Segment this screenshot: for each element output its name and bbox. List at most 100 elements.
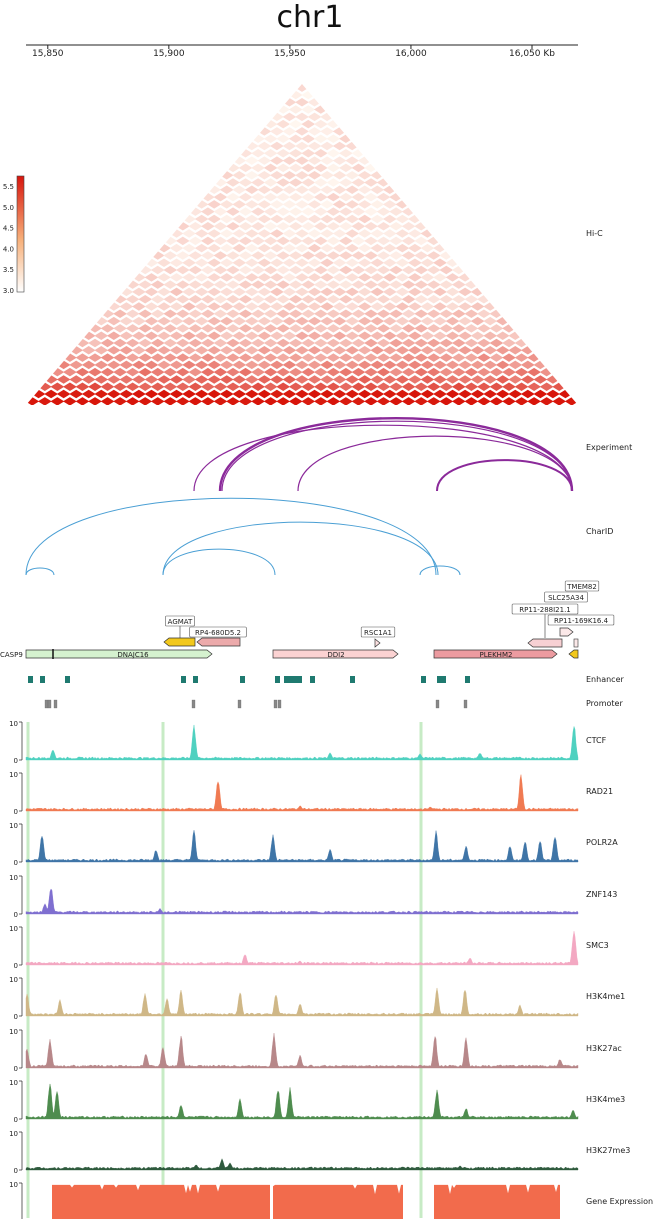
hic-cell [426,353,441,362]
hic-cell [527,382,541,392]
hic-cell [445,331,460,340]
gene-label: DNAJC16 [117,651,149,659]
hic-cell [320,258,334,267]
hic-cell [213,309,228,319]
hic-cell [326,397,341,405]
hic-cell [125,324,140,333]
signal-track-label: SMC3 [586,941,609,950]
hic-cell [232,346,247,355]
gene-label-box [544,591,588,603]
hic-cell [44,375,58,384]
hic-cell [175,367,190,377]
hic-cell [527,367,541,377]
hic-cell [188,367,203,377]
hic-cell [75,397,90,405]
promoter-block [53,699,58,709]
hic-cell [332,170,347,180]
hic-cell [288,367,303,377]
hic-cell [201,236,215,246]
hic-cell [313,294,328,304]
hic-cell [138,338,153,348]
hic-cell [426,280,441,289]
hic-cell [163,397,178,405]
hic-cell [414,338,429,348]
hic-cell [288,294,303,304]
hic-cell [451,309,466,319]
hic-cell [389,294,403,304]
hic-cell [94,346,109,355]
track-ymax-label: 10 [9,1130,18,1138]
charid-arc [25,567,55,576]
gene-ddi2 [272,649,399,659]
hic-cell [244,287,259,297]
enhancer-block [292,676,297,683]
hic-cell [445,346,460,355]
hic-cell [395,258,410,267]
hic-cell [326,353,341,362]
hic-cell [100,382,115,392]
colorbar-tick-label: 3.0 [3,287,14,295]
hic-cell [207,273,222,282]
hic-cell [320,243,334,253]
colorbar [16,175,25,293]
hic-cell [238,382,253,392]
hic-cell [470,302,485,311]
hic-cell [113,397,127,405]
hic-cell [251,324,265,333]
hic-cell [263,163,278,173]
hic-cell [169,375,184,384]
hic-cell [119,360,134,370]
hic-cell [175,324,190,333]
hic-cell [414,251,429,260]
hic-cell [150,353,165,362]
hic-cell [382,243,397,253]
hic-cell [226,338,240,348]
hic-cell [282,331,297,340]
hic-cell [213,265,228,275]
hic-cell [207,185,222,195]
hic-cell [339,294,353,304]
hic-cell [276,163,291,173]
hic-cell [389,222,403,231]
hic-cell [489,397,504,405]
hic-cell [401,367,416,377]
hic-cell [219,346,234,355]
hic-cell [244,200,259,209]
hic-cell [295,360,309,370]
hic-cell [301,353,316,362]
hic-cell [382,375,397,384]
hic-cell [263,265,278,275]
hic-cell [364,192,378,202]
hic-cell [251,207,265,216]
hic-cell [157,331,171,340]
hic-cell [207,200,222,209]
hic-cell [188,294,203,304]
hic-cell [50,382,65,392]
hic-cell [219,185,234,195]
hic-cell [88,397,102,405]
track-ymax-label: 10 [9,1028,18,1036]
hic-cell [270,243,284,253]
hic-cell [320,170,334,180]
hic-cell [188,382,203,392]
hic-cell [364,207,378,216]
hic-cell [307,229,322,238]
hic-cell [326,294,341,304]
hic-cell [119,287,134,297]
signal-track-ctcf [25,724,579,761]
hic-cell [313,178,328,187]
colorbar-tick-label: 5.0 [3,204,14,212]
hic-cell [270,360,284,370]
track-ymin-label: 0 [14,911,18,919]
track-ymin-label: 0 [14,808,18,816]
hic-cell [326,338,341,348]
hic-cell [238,178,253,187]
track-ymin-label: 0 [14,962,18,970]
hic-cell [232,229,247,238]
hic-cell [420,258,435,267]
hic-cell [270,375,284,384]
hic-cell [414,367,429,377]
hic-cell [119,389,134,399]
hic-cell [420,389,435,399]
hic-cell [313,236,328,246]
